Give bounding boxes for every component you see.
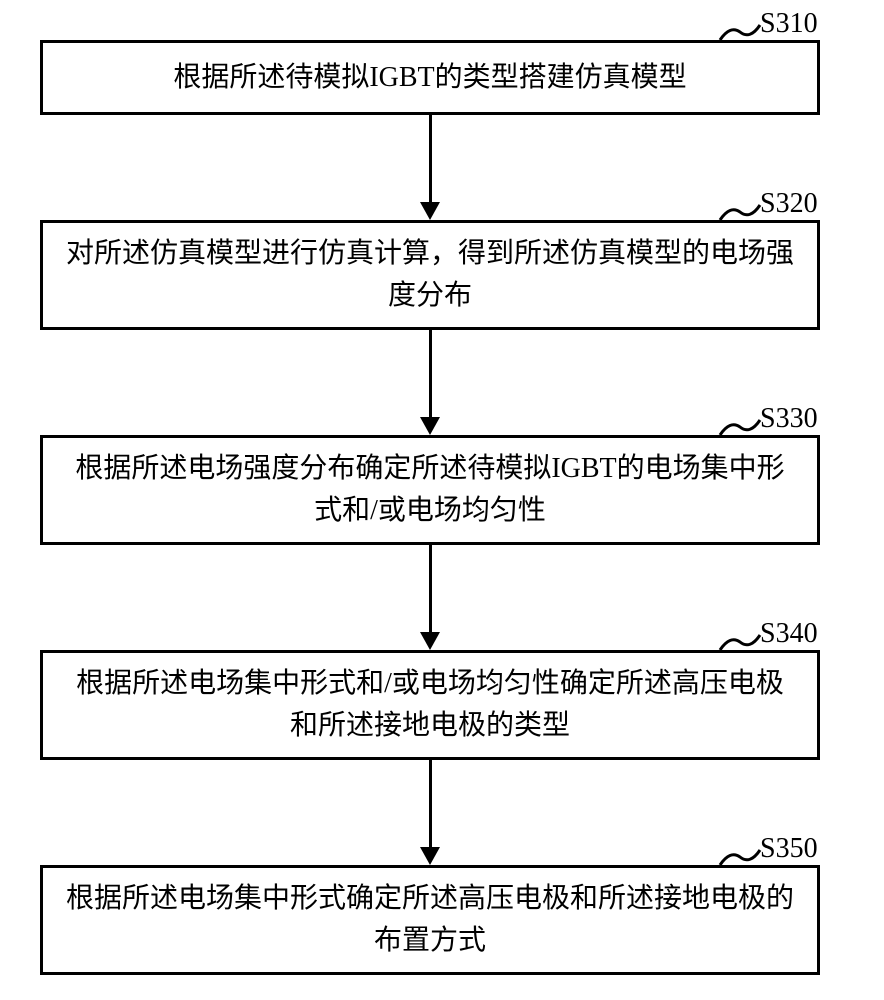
step-text-s310: 根据所述待模拟IGBT的类型搭建仿真模型	[173, 57, 686, 99]
arrow-3	[420, 545, 440, 650]
arrow-2	[420, 330, 440, 435]
step-label-s340: S340	[760, 618, 818, 650]
step-label-s350: S350	[760, 833, 818, 865]
step-label-s330: S330	[760, 403, 818, 435]
step-box-s320: 对所述仿真模型进行仿真计算，得到所述仿真模型的电场强度分布	[40, 220, 820, 330]
step-label-s320: S320	[760, 188, 818, 220]
step-box-s310: 根据所述待模拟IGBT的类型搭建仿真模型	[40, 40, 820, 115]
flowchart-container: S310 根据所述待模拟IGBT的类型搭建仿真模型 S320 对所述仿真模型进行…	[0, 0, 884, 1000]
step-text-s330: 根据所述电场强度分布确定所述待模拟IGBT的电场集中形式和/或电场均匀性	[63, 448, 797, 532]
step-box-s350: 根据所述电场集中形式确定所述高压电极和所述接地电极的布置方式	[40, 865, 820, 975]
arrow-4	[420, 760, 440, 865]
step-text-s340: 根据所述电场集中形式和/或电场均匀性确定所述高压电极和所述接地电极的类型	[63, 663, 797, 747]
step-box-s340: 根据所述电场集中形式和/或电场均匀性确定所述高压电极和所述接地电极的类型	[40, 650, 820, 760]
step-label-s310: S310	[760, 8, 818, 40]
arrow-1	[420, 115, 440, 220]
step-text-s350: 根据所述电场集中形式确定所述高压电极和所述接地电极的布置方式	[63, 878, 797, 962]
step-text-s320: 对所述仿真模型进行仿真计算，得到所述仿真模型的电场强度分布	[63, 233, 797, 317]
step-box-s330: 根据所述电场强度分布确定所述待模拟IGBT的电场集中形式和/或电场均匀性	[40, 435, 820, 545]
